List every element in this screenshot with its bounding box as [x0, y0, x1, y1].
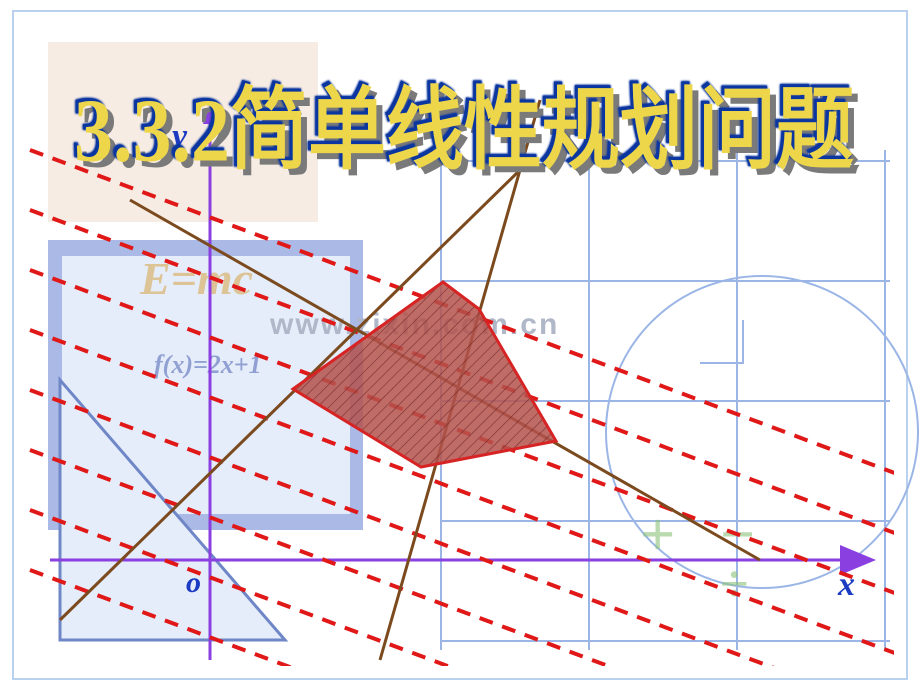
axis-label-o: o: [186, 566, 201, 600]
objective-line: [30, 510, 900, 690]
axis-label-x: x: [838, 566, 855, 604]
objective-line: [30, 450, 900, 690]
objective-line: [30, 570, 900, 690]
slide-root: E=mc f(x)=2x+1 +−÷ www.zixin.com.cn: [0, 0, 920, 690]
page-title: 3.3.2简单线性规划问题: [74, 58, 854, 187]
